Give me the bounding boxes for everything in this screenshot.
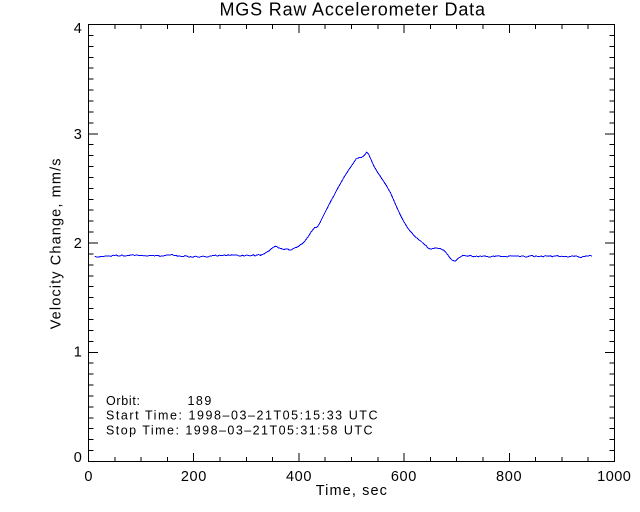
svg-text:800: 800	[496, 469, 522, 485]
svg-text:400: 400	[286, 469, 312, 485]
svg-text:189: 189	[188, 394, 212, 408]
svg-text:0: 0	[84, 469, 92, 485]
svg-text:Start Time: 1998–03–21T05:15:3: Start Time: 1998–03–21T05:15:33 UTC	[106, 409, 377, 423]
svg-text:4: 4	[74, 21, 82, 37]
svg-text:0: 0	[74, 450, 82, 466]
svg-text:200: 200	[181, 469, 207, 485]
svg-text:1: 1	[74, 345, 82, 361]
svg-text:Velocity Change, mm/s: Velocity Change, mm/s	[49, 158, 65, 329]
svg-text:MGS Raw Accelerometer Data: MGS Raw Accelerometer Data	[220, 0, 486, 20]
svg-text:3: 3	[74, 127, 82, 143]
svg-text:1000: 1000	[597, 469, 631, 485]
svg-text:600: 600	[391, 469, 417, 485]
svg-text:Time, sec: Time, sec	[316, 483, 387, 499]
svg-text:Stop Time: 1998–03–21T05:31:58: Stop Time: 1998–03–21T05:31:58 UTC	[106, 423, 373, 437]
svg-text:2: 2	[74, 236, 82, 252]
svg-text:Orbit:: Orbit:	[106, 394, 140, 408]
